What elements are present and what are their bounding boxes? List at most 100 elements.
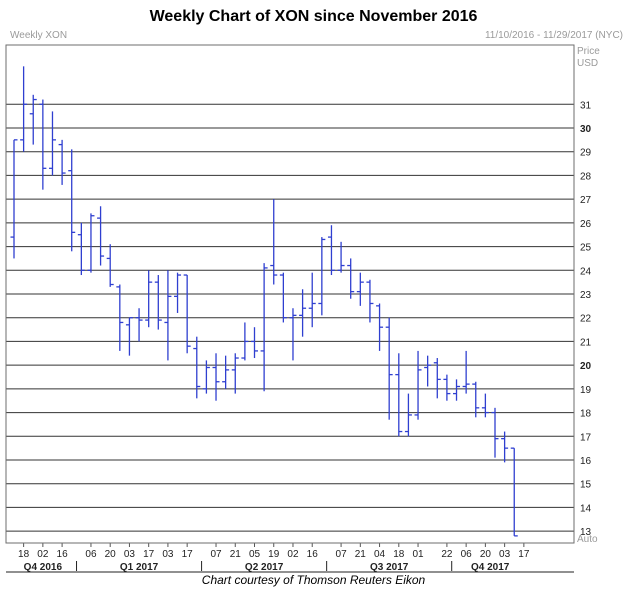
y-tick-label: 31 bbox=[580, 100, 592, 111]
ohlc-bar bbox=[39, 99, 47, 190]
ohlc-bar bbox=[385, 317, 393, 420]
plot-frame bbox=[5, 44, 575, 544]
ohlc-bar bbox=[491, 407, 499, 458]
ohlc-bar bbox=[501, 431, 509, 463]
ohlc-bar bbox=[10, 139, 18, 259]
y-tick-label: 16 bbox=[580, 456, 592, 467]
ohlc-bar bbox=[212, 353, 220, 401]
chart-title: Weekly Chart of XON since November 2016 bbox=[149, 8, 478, 25]
ohlc-bar bbox=[202, 360, 210, 394]
y-tick-label: 27 bbox=[580, 195, 592, 206]
y-tick-label: 13 bbox=[580, 527, 592, 538]
ohlc-bar bbox=[347, 258, 355, 299]
ohlc-bar bbox=[68, 149, 76, 252]
ohlc-bar bbox=[145, 270, 153, 328]
x-tick-label: 16 bbox=[307, 549, 319, 560]
instrument-label: Weekly XON bbox=[10, 30, 68, 41]
y-tick-label: 18 bbox=[580, 409, 592, 420]
x-tick-label: 06 bbox=[85, 549, 97, 560]
ohlc-bar bbox=[58, 139, 66, 185]
y-tick-label: 25 bbox=[580, 243, 592, 254]
y-tick-label: 20 bbox=[580, 361, 592, 372]
x-tick-label: 03 bbox=[162, 549, 174, 560]
ohlc-bar bbox=[356, 272, 364, 306]
quarter-label: Q3 2017 bbox=[370, 562, 409, 573]
ohlc-bar bbox=[48, 111, 56, 176]
y-tick-label: 21 bbox=[580, 337, 592, 348]
x-tick-label: 20 bbox=[105, 549, 117, 560]
ohlc-bar bbox=[376, 303, 384, 351]
x-tick-label: 02 bbox=[287, 549, 299, 560]
y-tick-label: 24 bbox=[580, 266, 592, 277]
price-gridlines bbox=[6, 103, 574, 532]
x-tick-label: 21 bbox=[230, 549, 242, 560]
quarter-label: Q1 2017 bbox=[120, 562, 159, 573]
x-tick-label: 19 bbox=[268, 549, 280, 560]
ohlc-bar bbox=[462, 350, 470, 394]
ohlc-bar bbox=[327, 225, 335, 276]
ohlc-bar bbox=[481, 393, 489, 418]
x-tick-label: 20 bbox=[480, 549, 492, 560]
ohlc-bar bbox=[135, 308, 143, 342]
ohlc-bar bbox=[414, 350, 422, 420]
ohlc-bar bbox=[299, 289, 307, 337]
x-tick-label: 04 bbox=[374, 549, 386, 560]
quarter-label: Q4 2016 bbox=[24, 562, 63, 573]
ohlc-bar bbox=[164, 270, 172, 361]
ohlc-bar bbox=[29, 94, 37, 145]
y-tick-label: 22 bbox=[580, 314, 592, 325]
ohlc-bars bbox=[10, 66, 518, 537]
x-tick-label: 22 bbox=[441, 549, 453, 560]
ohlc-bar bbox=[87, 213, 95, 273]
x-tick-label: 17 bbox=[143, 549, 155, 560]
date-axis: 18 02 16 06 20 03 17 03 17 07 21 05 19 02 16 07 21 04 18 01… bbox=[6, 543, 574, 573]
ohlc-bar bbox=[241, 322, 249, 361]
quarter-label: Q2 2017 bbox=[245, 562, 284, 573]
x-tick-label: 18 bbox=[18, 549, 30, 560]
x-tick-label: 02 bbox=[37, 549, 49, 560]
y-axis-title: Price bbox=[577, 46, 600, 57]
y-axis-title: USD bbox=[577, 58, 598, 69]
y-tick-label: 29 bbox=[580, 148, 592, 159]
x-tick-label: 05 bbox=[249, 549, 261, 560]
y-tick-label: 15 bbox=[580, 480, 592, 491]
ohlc-bar bbox=[453, 379, 461, 401]
ohlc-bar bbox=[395, 353, 403, 437]
ohlc-bar bbox=[433, 358, 441, 399]
y-tick-label: 30 bbox=[580, 124, 592, 135]
ohlc-bar bbox=[251, 327, 258, 359]
ohlc-bar bbox=[125, 317, 133, 356]
price-axis: 13 14 15 16 17 18 19 20 21 22 23 24 25 26 27 28 29 30 31 Pr… bbox=[577, 46, 600, 545]
ohlc-bar bbox=[279, 272, 287, 323]
ohlc-bar bbox=[174, 272, 182, 313]
ohlc-bar bbox=[366, 279, 374, 323]
ohlc-bar bbox=[337, 241, 345, 273]
ohlc-bar bbox=[222, 355, 230, 389]
x-tick-label: 18 bbox=[393, 549, 405, 560]
x-tick-label: 03 bbox=[499, 549, 511, 560]
ohlc-bar bbox=[97, 206, 105, 266]
ohlc-bar bbox=[289, 308, 297, 361]
x-tick-label: 01 bbox=[412, 549, 424, 560]
ohlc-bar bbox=[472, 381, 480, 418]
y-tick-label: 17 bbox=[580, 432, 592, 443]
ohlc-bar bbox=[106, 244, 114, 287]
ohlc-bar bbox=[424, 355, 432, 387]
chart-credit: Chart courtesy of Thomson Reuters Eikon bbox=[201, 573, 426, 587]
y-tick-label: 26 bbox=[580, 219, 592, 230]
ohlc-bar bbox=[77, 222, 85, 276]
x-tick-label: 21 bbox=[355, 549, 367, 560]
x-tick-label: 06 bbox=[461, 549, 473, 560]
auto-scale-label: Auto bbox=[577, 534, 598, 545]
quarter-label: Q4 2017 bbox=[471, 562, 510, 573]
ohlc-bar bbox=[20, 66, 28, 152]
x-tick-label: 07 bbox=[210, 549, 222, 560]
ohlc-bar bbox=[510, 447, 518, 537]
x-tick-label: 17 bbox=[182, 549, 194, 560]
ohlc-bar bbox=[270, 199, 278, 285]
ohlc-bar bbox=[231, 353, 239, 394]
ohlc-bar bbox=[260, 263, 268, 392]
ohlc-bar bbox=[154, 275, 162, 330]
ohlc-bar bbox=[443, 374, 451, 401]
